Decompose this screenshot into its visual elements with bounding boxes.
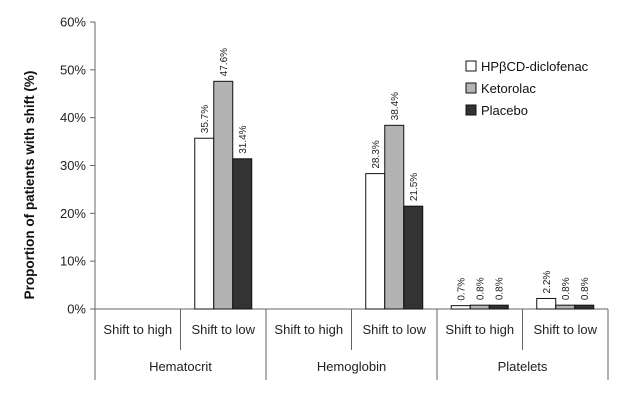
data-label: 2.2%	[542, 271, 553, 294]
y-tick-label: 50%	[60, 62, 86, 77]
y-tick-label: 20%	[60, 206, 86, 221]
y-axis-label: Proportion of patients with shift (%)	[22, 71, 37, 300]
data-label: 0.8%	[495, 277, 506, 300]
category-label: Shift to high	[103, 322, 172, 337]
bar	[213, 80, 234, 310]
group-label: Hematocrit	[149, 359, 212, 374]
bar	[488, 304, 509, 310]
legend-swatch	[465, 104, 477, 116]
legend-swatch	[465, 82, 477, 94]
data-label: 21.5%	[409, 173, 420, 201]
legend-label: Placebo	[481, 103, 528, 118]
data-label: 28.3%	[371, 140, 382, 168]
y-tick-label: 60%	[60, 15, 86, 30]
bar	[574, 304, 595, 310]
y-tick-label: 40%	[60, 110, 86, 125]
bar	[232, 158, 253, 310]
data-label: 35.7%	[200, 105, 211, 133]
y-tick-label: 30%	[60, 158, 86, 173]
bar	[403, 205, 424, 310]
legend-swatch	[465, 60, 477, 72]
bar	[194, 137, 215, 310]
bar	[384, 124, 405, 310]
bar	[555, 304, 576, 310]
bar	[536, 297, 557, 310]
data-label: 0.7%	[457, 278, 468, 301]
group-label: Platelets	[498, 359, 548, 374]
data-label: 0.8%	[580, 277, 591, 300]
bar	[365, 173, 386, 310]
category-label: Shift to low	[191, 322, 255, 337]
y-tick-label: 10%	[60, 254, 86, 269]
category-label: Shift to low	[533, 322, 597, 337]
data-label: 0.8%	[561, 277, 572, 300]
y-tick-label: 0%	[67, 302, 86, 317]
data-label: 38.4%	[390, 92, 401, 120]
bar	[469, 304, 490, 310]
bars: 35.7% 28.3% 0.7% 2.2% 47.6% 38.4% 0.8% 0.8% 31.4…	[194, 48, 595, 310]
category-label: Shift to high	[445, 322, 514, 337]
legend-label: HPβCD-diclofenac	[481, 59, 589, 74]
data-label: 0.8%	[476, 277, 487, 300]
group-label: Hemoglobin	[317, 359, 386, 374]
axes: 0% 10% 20% 30% 40% 50% 60% Shift to high Shift t…	[60, 15, 609, 380]
category-label: Shift to low	[362, 322, 426, 337]
legend-label: Ketorolac	[481, 81, 536, 96]
category-label: Shift to high	[274, 322, 343, 337]
data-label: 47.6%	[219, 48, 230, 76]
data-label: 31.4%	[238, 125, 249, 153]
bar	[450, 305, 471, 310]
legend: HPβCD-diclofenac Ketorolac Placebo	[465, 59, 589, 118]
